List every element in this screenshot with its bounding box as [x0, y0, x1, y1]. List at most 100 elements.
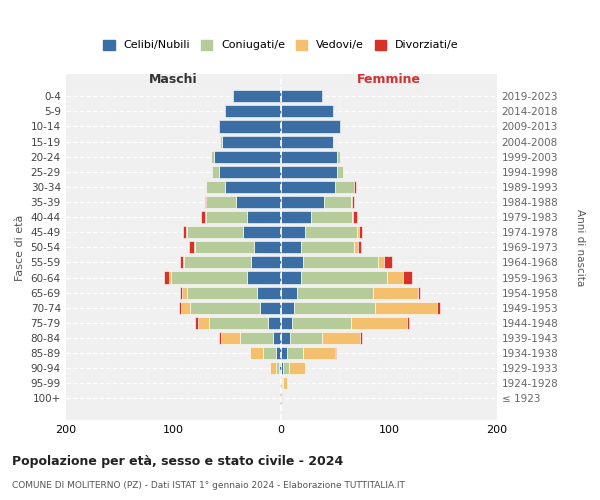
Bar [182, 286, 187, 298]
Bar [279, 362, 281, 374]
Bar [281, 136, 333, 147]
Bar [303, 256, 378, 268]
Bar [240, 332, 272, 344]
Bar [290, 332, 322, 344]
Bar [281, 181, 335, 193]
Bar [356, 226, 359, 238]
Bar [195, 242, 254, 254]
Bar [184, 256, 251, 268]
Bar [301, 242, 355, 254]
Bar [251, 256, 281, 268]
Bar [281, 256, 303, 268]
Text: Popolazione per età, sesso e stato civile - 2024: Popolazione per età, sesso e stato civil… [12, 455, 343, 468]
Bar [289, 362, 305, 374]
Bar [298, 286, 373, 298]
Bar [283, 377, 287, 390]
Bar [283, 362, 289, 374]
Bar [281, 272, 301, 283]
Bar [221, 332, 240, 344]
Bar [322, 332, 360, 344]
Bar [164, 272, 169, 283]
Bar [378, 256, 383, 268]
Bar [247, 272, 281, 283]
Bar [260, 302, 281, 314]
Bar [387, 272, 403, 283]
Bar [337, 150, 340, 162]
Bar [437, 302, 440, 314]
Bar [171, 272, 247, 283]
Bar [351, 196, 352, 208]
Bar [373, 286, 418, 298]
Bar [287, 347, 303, 359]
Bar [335, 181, 355, 193]
Bar [188, 242, 194, 254]
Bar [187, 286, 257, 298]
Bar [272, 332, 281, 344]
Bar [281, 377, 282, 390]
Bar [222, 136, 281, 147]
Bar [358, 242, 361, 254]
Bar [333, 136, 334, 147]
Bar [359, 226, 362, 238]
Bar [383, 256, 392, 268]
Bar [281, 347, 287, 359]
Bar [281, 120, 340, 132]
Bar [335, 347, 336, 359]
Legend: Celibi/Nubili, Coniugati/e, Vedovi/e, Divorziati/e: Celibi/Nubili, Coniugati/e, Vedovi/e, Di… [99, 35, 463, 55]
Bar [279, 377, 280, 390]
Bar [195, 317, 198, 329]
Bar [194, 242, 195, 254]
Bar [280, 392, 281, 404]
Bar [280, 377, 281, 390]
Bar [281, 392, 282, 404]
Bar [281, 150, 337, 162]
Bar [375, 302, 437, 314]
Bar [418, 286, 420, 298]
Bar [281, 317, 292, 329]
Bar [206, 211, 247, 223]
Bar [276, 347, 281, 359]
Bar [407, 317, 409, 329]
Bar [220, 136, 222, 147]
Bar [352, 196, 355, 208]
Text: Femmine: Femmine [357, 72, 421, 86]
Text: COMUNE DI MOLITERNO (PZ) - Dati ISTAT 1° gennaio 2024 - Elaborazione TUTTITALIA.: COMUNE DI MOLITERNO (PZ) - Dati ISTAT 1°… [12, 480, 405, 490]
Bar [183, 226, 187, 238]
Bar [244, 226, 281, 238]
Bar [198, 317, 209, 329]
Bar [355, 242, 358, 254]
Bar [209, 317, 268, 329]
Bar [180, 286, 182, 298]
Bar [282, 377, 283, 390]
Bar [352, 211, 353, 223]
Bar [212, 166, 218, 178]
Bar [236, 196, 281, 208]
Bar [263, 347, 276, 359]
Y-axis label: Fasce di età: Fasce di età [15, 214, 25, 280]
Bar [190, 302, 260, 314]
Bar [214, 150, 281, 162]
Text: Maschi: Maschi [149, 72, 198, 86]
Bar [281, 286, 298, 298]
Bar [337, 166, 343, 178]
Bar [180, 256, 183, 268]
Bar [250, 347, 263, 359]
Bar [292, 317, 351, 329]
Bar [254, 242, 281, 254]
Bar [303, 347, 335, 359]
Bar [403, 272, 412, 283]
Bar [294, 302, 375, 314]
Bar [218, 332, 221, 344]
Bar [205, 196, 206, 208]
Bar [281, 226, 305, 238]
Bar [355, 181, 356, 193]
Bar [183, 256, 184, 268]
Bar [179, 302, 181, 314]
Bar [268, 317, 281, 329]
Y-axis label: Anni di nascita: Anni di nascita [575, 208, 585, 286]
Bar [233, 90, 281, 102]
Bar [282, 392, 283, 404]
Bar [325, 196, 351, 208]
Bar [225, 106, 281, 118]
Bar [211, 150, 214, 162]
